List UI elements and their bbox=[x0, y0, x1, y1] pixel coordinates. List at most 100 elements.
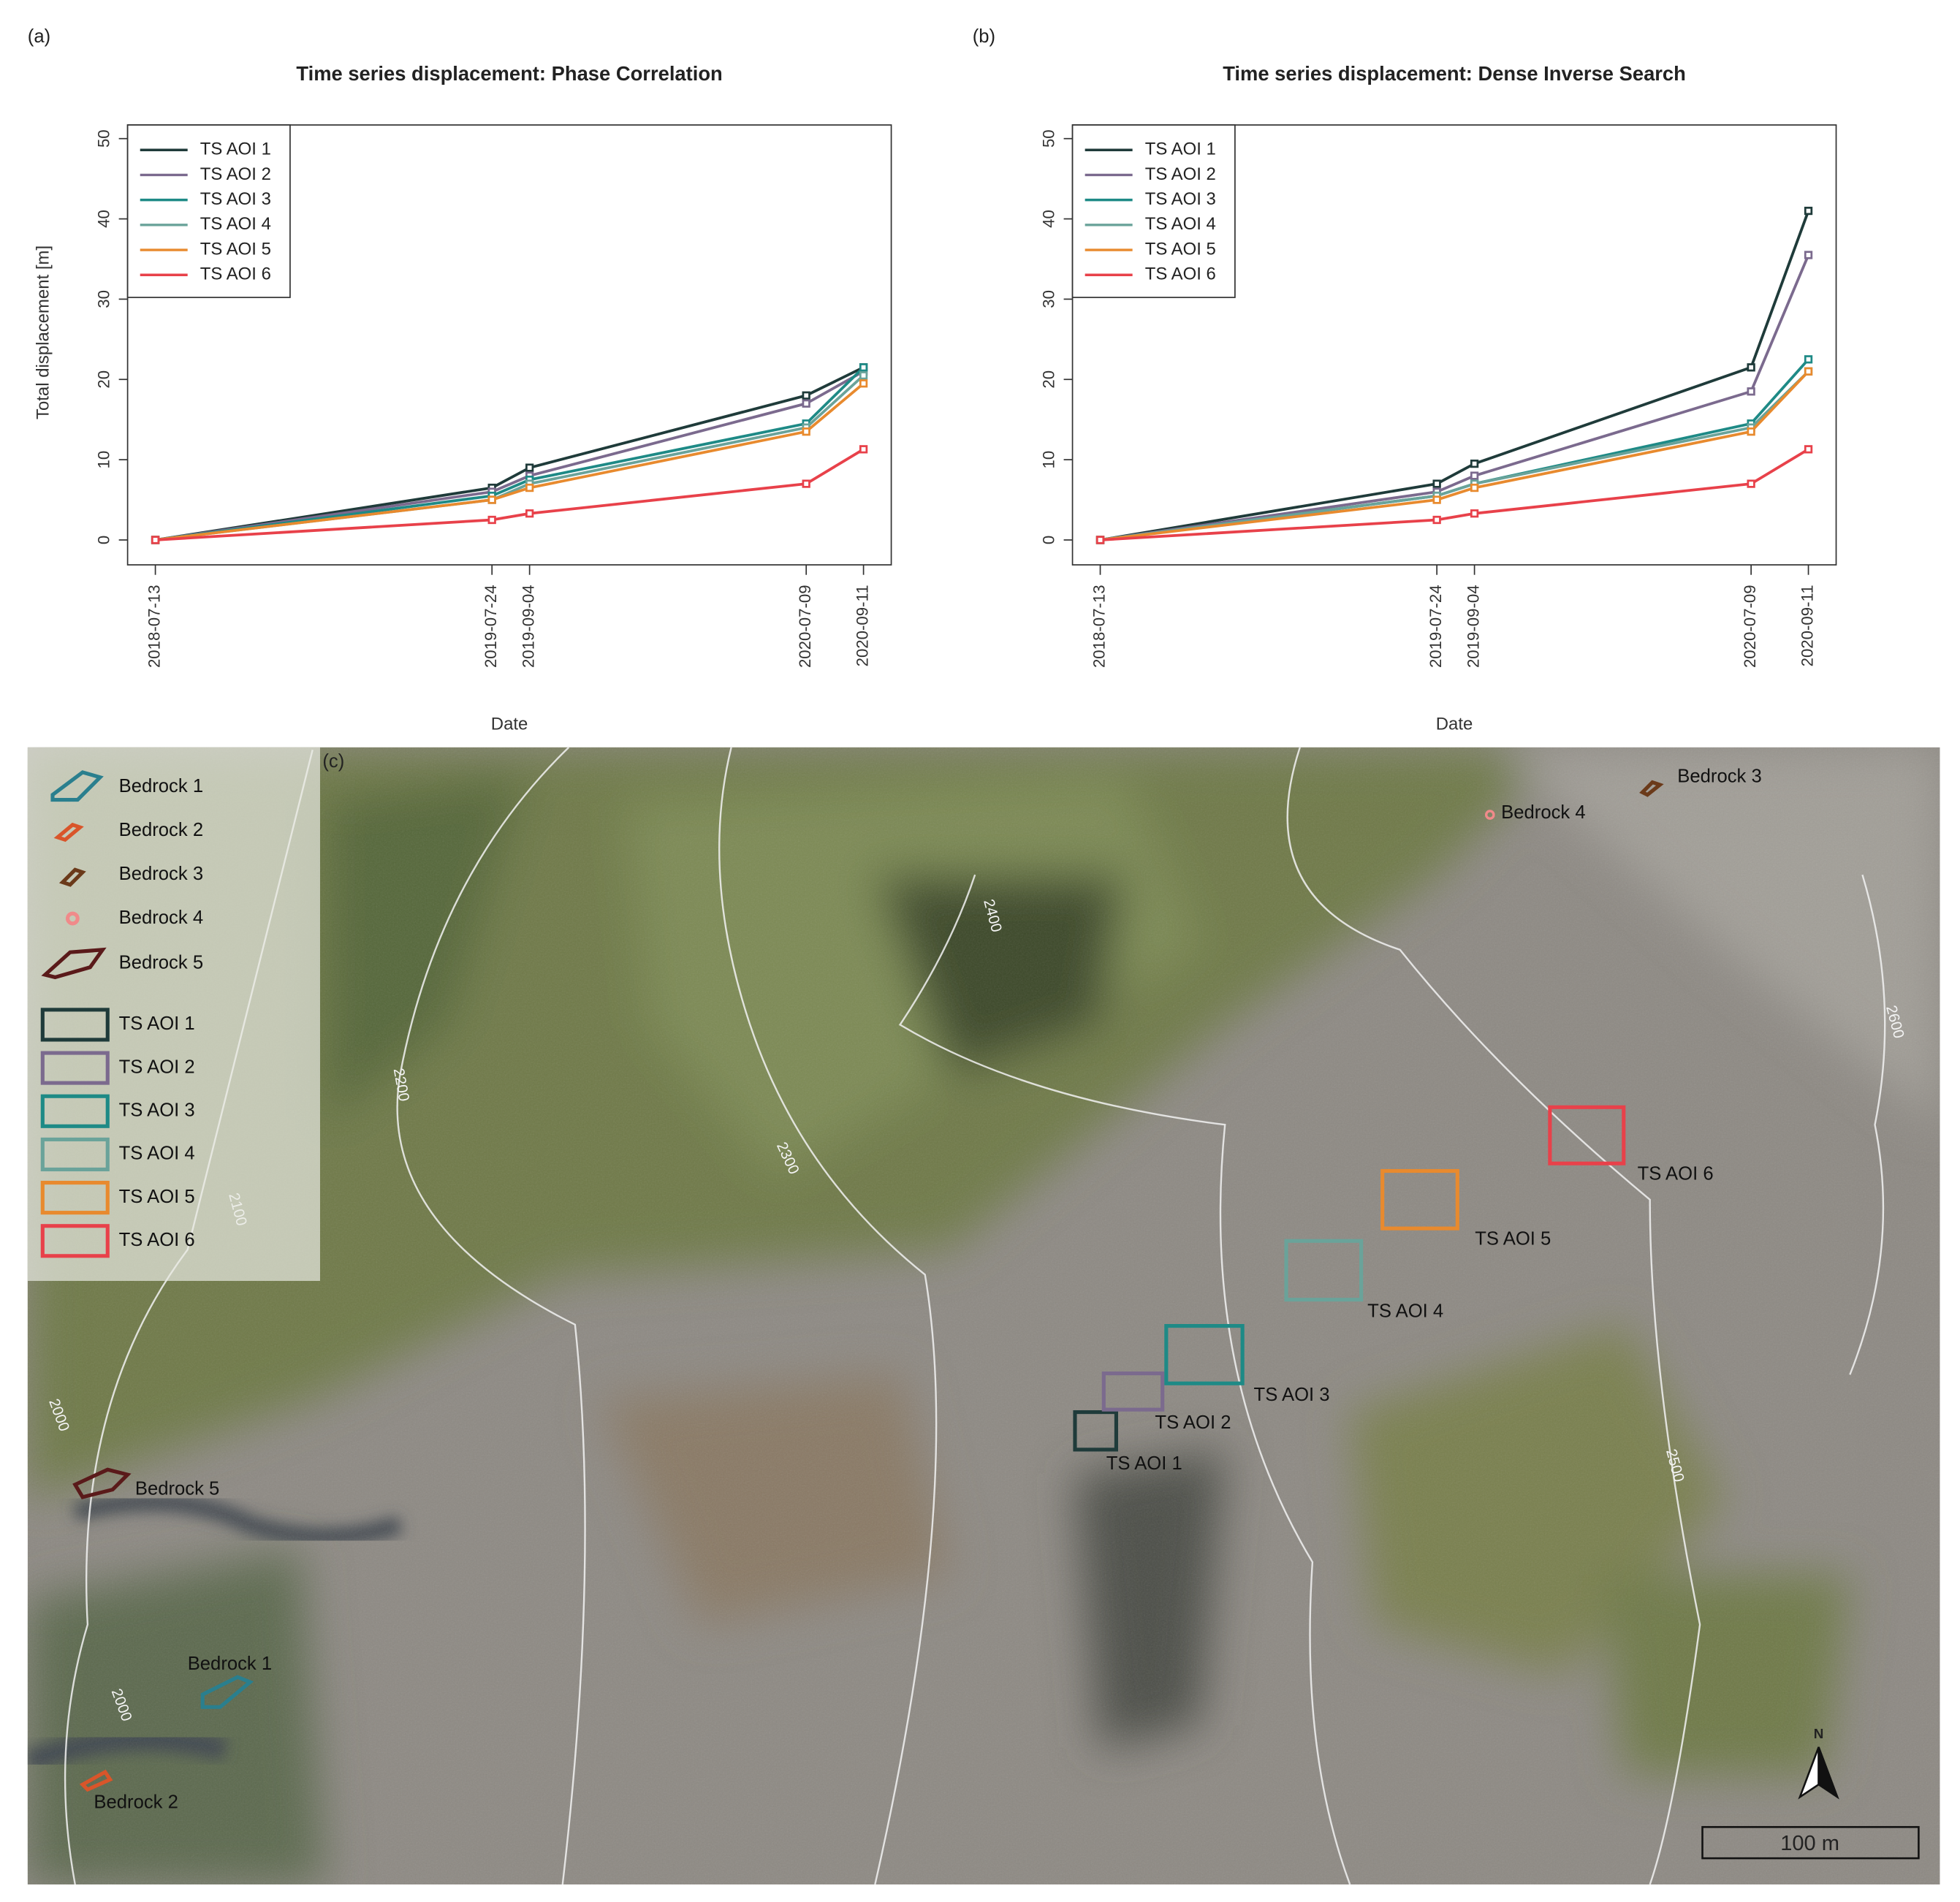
x-tick-label: 2019-09-04 bbox=[520, 585, 538, 668]
legend-label: TS AOI 3 bbox=[200, 189, 271, 209]
aoi-rect bbox=[1380, 1168, 1459, 1230]
aerial-map: 2400 2200 2300 2100 2000 2000 2500 2600 … bbox=[27, 747, 1940, 1885]
series-point bbox=[1470, 459, 1479, 468]
series-point bbox=[1747, 427, 1755, 436]
legend-symbol bbox=[40, 1137, 110, 1172]
plot-frame bbox=[126, 124, 892, 566]
x-tick-label: 2020-09-11 bbox=[853, 585, 871, 666]
legend-symbol bbox=[40, 1181, 110, 1215]
series-point bbox=[1432, 479, 1441, 488]
y-axis-label: Total displacement [m] bbox=[33, 246, 53, 419]
series-line bbox=[1100, 370, 1809, 541]
scale-bar bbox=[1701, 1826, 1920, 1860]
panel-label: (c) bbox=[322, 751, 344, 772]
bedrock-polygon bbox=[200, 1675, 254, 1709]
y-tick-label: 10 bbox=[95, 451, 113, 469]
legend-label: TS AOI 6 bbox=[1145, 265, 1216, 284]
y-tick-label: 20 bbox=[1040, 370, 1058, 389]
legend-label: Bedrock 4 bbox=[119, 908, 203, 928]
bedrock-polygon bbox=[1484, 810, 1495, 820]
contour-lines bbox=[64, 747, 1886, 1885]
series-line bbox=[155, 366, 865, 541]
series-point bbox=[1095, 536, 1105, 544]
legend-label: TS AOI 1 bbox=[200, 140, 271, 159]
series-point bbox=[859, 363, 868, 372]
feature-label: Bedrock 3 bbox=[1677, 766, 1761, 787]
legend-label: TS AOI 3 bbox=[1145, 189, 1216, 209]
plot-frame bbox=[1071, 124, 1837, 566]
legend-label: TS AOI 6 bbox=[200, 265, 271, 284]
legend-label: Bedrock 1 bbox=[119, 776, 203, 796]
map-legend bbox=[27, 747, 320, 1282]
series-point bbox=[487, 495, 496, 504]
x-axis-label: Date bbox=[491, 714, 528, 734]
series-point bbox=[525, 509, 534, 518]
aoi-rect bbox=[1101, 1371, 1165, 1412]
legend-symbol bbox=[40, 1051, 110, 1085]
series-point bbox=[525, 463, 534, 472]
y-tick-label: 30 bbox=[95, 290, 113, 308]
legend-symbol bbox=[65, 911, 80, 926]
aoi-rect bbox=[1548, 1105, 1626, 1165]
series-point bbox=[1804, 251, 1813, 259]
chart-title: Time series displacement: Dense Inverse … bbox=[1223, 62, 1686, 85]
north-label: N bbox=[1814, 1726, 1824, 1741]
legend-label: TS AOI 2 bbox=[200, 164, 271, 184]
legend-label: Bedrock 3 bbox=[119, 864, 203, 884]
bedrock-polygon bbox=[79, 1769, 113, 1792]
legend-symbol bbox=[40, 1094, 110, 1128]
legend-label: TS AOI 4 bbox=[200, 214, 271, 234]
legend-label: TS AOI 5 bbox=[119, 1187, 195, 1207]
series-line bbox=[155, 374, 865, 541]
legend-label: Bedrock 2 bbox=[119, 820, 203, 840]
legend-label: TS AOI 2 bbox=[119, 1057, 195, 1077]
series-point bbox=[859, 371, 868, 380]
series-point bbox=[802, 479, 810, 488]
legend-label: TS AOI 3 bbox=[119, 1100, 195, 1121]
x-tick-label: 2018-07-13 bbox=[145, 585, 163, 668]
legend-label: Bedrock 5 bbox=[119, 952, 203, 973]
series-point bbox=[1470, 509, 1479, 518]
y-tick-label: 40 bbox=[1040, 210, 1058, 228]
y-tick-label: 50 bbox=[1040, 129, 1058, 148]
x-tick-label: 2019-07-24 bbox=[482, 585, 500, 668]
series-point bbox=[859, 379, 868, 388]
feature-label: Bedrock 4 bbox=[1501, 802, 1585, 823]
series-point bbox=[1804, 445, 1813, 454]
legend-label: TS AOI 1 bbox=[1145, 140, 1216, 159]
legend-symbol bbox=[50, 770, 104, 802]
y-tick-label: 10 bbox=[1040, 451, 1058, 469]
x-tick-label: 2020-07-09 bbox=[1741, 585, 1759, 668]
series-point bbox=[802, 427, 810, 436]
y-tick-label: 0 bbox=[1040, 536, 1058, 544]
feature-label: Bedrock 5 bbox=[135, 1478, 219, 1499]
legend-symbol bbox=[40, 1224, 110, 1258]
legend-box bbox=[1071, 124, 1236, 298]
panel-label: (a) bbox=[28, 26, 50, 47]
legend-label: TS AOI 5 bbox=[1145, 239, 1216, 259]
legend-symbol bbox=[41, 947, 107, 980]
y-tick-label: 0 bbox=[95, 536, 113, 544]
chart-title: Time series displacement: Phase Correlat… bbox=[296, 62, 722, 85]
feature-label: TS AOI 3 bbox=[1254, 1385, 1330, 1405]
chart: (a) Time series displacement: Phase Corre… bbox=[28, 26, 892, 734]
y-tick-label: 20 bbox=[95, 370, 113, 389]
x-axis-label: Date bbox=[1436, 714, 1473, 734]
panel-label: (b) bbox=[973, 26, 995, 47]
series-point bbox=[1804, 355, 1813, 364]
series-point bbox=[487, 515, 496, 525]
feature-label: TS AOI 5 bbox=[1475, 1228, 1551, 1249]
legend-symbol bbox=[58, 867, 86, 887]
x-tick-label: 2020-07-09 bbox=[796, 585, 814, 668]
bedrock-polygon bbox=[72, 1467, 132, 1499]
series-point bbox=[859, 445, 868, 454]
series-point bbox=[1804, 206, 1813, 216]
legend-label: TS AOI 2 bbox=[1145, 164, 1216, 184]
feature-label: TS AOI 1 bbox=[1106, 1453, 1182, 1474]
x-tick-label: 2019-09-04 bbox=[1464, 585, 1482, 668]
legend-label: TS AOI 1 bbox=[119, 1013, 195, 1034]
series-line bbox=[155, 366, 865, 541]
y-tick-label: 30 bbox=[1040, 290, 1058, 308]
